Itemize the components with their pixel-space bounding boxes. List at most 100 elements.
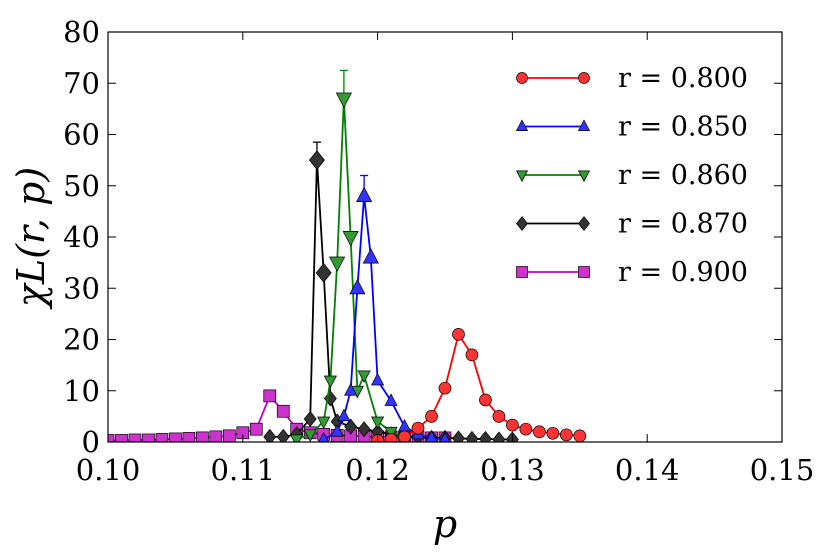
data-point (115, 434, 128, 442)
legend-marker (515, 170, 529, 183)
data-point (411, 421, 425, 435)
legend-item-2: r = 0.860 (515, 160, 748, 191)
data-point (492, 431, 506, 442)
data-point (371, 416, 385, 430)
data-point (155, 433, 169, 442)
data-point (439, 431, 451, 442)
legend-marker (577, 119, 591, 131)
legend-item-0: r = 0.800 (516, 63, 748, 94)
x-tick-label: 0.10 (76, 453, 141, 487)
data-point (452, 430, 465, 442)
y-tick-label: 20 (63, 323, 100, 357)
data-point (356, 186, 373, 202)
data-point (290, 434, 304, 442)
data-point (452, 328, 465, 341)
x-axis-title: p (433, 502, 457, 546)
data-point (344, 383, 358, 396)
y-tick-label: 0 (82, 425, 100, 459)
data-point (397, 418, 412, 432)
data-point (559, 428, 573, 442)
data-point (425, 410, 438, 423)
data-point (263, 428, 277, 442)
y-tick-label: 70 (63, 66, 100, 100)
data-point (276, 428, 290, 442)
data-point (182, 432, 196, 442)
data-point (384, 393, 398, 406)
legend-marker (578, 216, 590, 231)
x-tick-label: 0.13 (480, 453, 545, 487)
data-point (438, 381, 452, 395)
legend-marker (516, 72, 528, 84)
data-point (362, 248, 379, 264)
y-tick-label: 50 (63, 169, 100, 203)
x-tick-label: 0.15 (750, 453, 815, 487)
legend-item-1: r = 0.850 (515, 112, 748, 143)
data-point (533, 425, 546, 439)
data-point (249, 422, 263, 436)
series-line (377, 332, 580, 442)
data-point (323, 375, 337, 389)
data-point (337, 408, 351, 422)
legend-marker (516, 266, 528, 278)
legend-label: r = 0.900 (618, 257, 748, 288)
series-line (323, 195, 446, 441)
series-2 (290, 69, 412, 442)
data-point (573, 429, 587, 442)
data-point (315, 262, 332, 283)
legend-label: r = 0.860 (618, 160, 748, 191)
y-tick-label: 10 (63, 374, 100, 408)
data-point (546, 426, 560, 440)
data-point (108, 434, 115, 442)
data-point (128, 433, 142, 442)
legend: r = 0.800 r = 0.850 r = 0.860 r = 0.870 r = … (515, 63, 748, 288)
data-point (222, 429, 236, 442)
data-point (303, 410, 317, 427)
data-point (209, 430, 223, 442)
legend-marker (577, 170, 591, 183)
legend-label: r = 0.800 (618, 63, 748, 94)
y-tick-label: 80 (63, 15, 100, 49)
data-point (342, 231, 359, 247)
legend-item-4: r = 0.900 (516, 257, 748, 288)
data-point (384, 426, 398, 440)
x-tick-label: 0.11 (211, 453, 276, 487)
data-point (357, 370, 371, 384)
data-point (478, 430, 492, 442)
data-point (142, 433, 155, 442)
legend-marker (516, 216, 528, 231)
y-tick-label: 60 (63, 118, 100, 152)
data-point (506, 418, 519, 432)
data-point (465, 430, 479, 442)
plot-area (108, 69, 587, 442)
data-point (308, 150, 325, 171)
data-point (519, 422, 533, 436)
y-tick-label: 40 (63, 220, 100, 254)
series-0 (371, 328, 587, 442)
series-1 (318, 174, 451, 442)
data-point (479, 393, 492, 407)
legend-label: r = 0.850 (618, 112, 748, 143)
data-point (276, 404, 290, 418)
legend-item-3: r = 0.870 (516, 209, 748, 240)
y-axis-title: χL(r, p) (9, 167, 53, 310)
data-point (492, 410, 506, 423)
legend-marker (515, 119, 529, 131)
y-tick-label: 30 (63, 271, 100, 305)
data-point (398, 430, 411, 442)
data-point (371, 372, 385, 386)
legend-label: r = 0.870 (618, 209, 748, 240)
data-point (169, 432, 182, 442)
data-point (329, 256, 346, 273)
legend-marker (578, 266, 590, 278)
data-point (196, 431, 209, 442)
data-point (344, 418, 358, 435)
data-point (357, 421, 371, 438)
legend-marker (578, 72, 590, 84)
data-point (335, 92, 352, 109)
data-point (317, 416, 331, 430)
axes: 0.10 0.11 0.12 0.13 0.14 0.15 0 10 20 30 40 50 60 70 8… (9, 15, 814, 546)
x-tick-label: 0.12 (345, 453, 410, 487)
data-point (330, 424, 344, 437)
x-tick-label: 0.14 (615, 453, 680, 487)
